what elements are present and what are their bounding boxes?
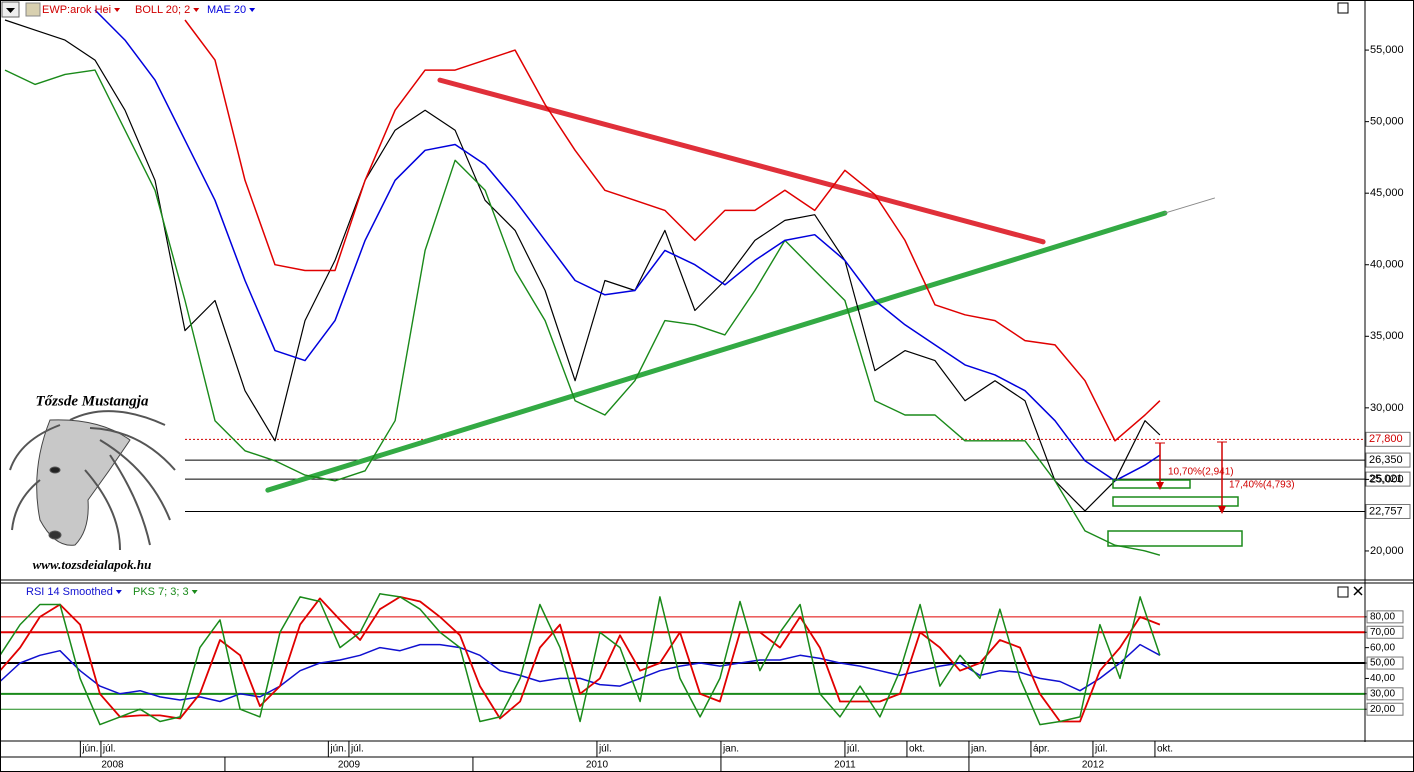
price-line [4,19,1161,512]
maximize-button[interactable] [1337,586,1349,598]
y-tick-label: 80,00 [1370,612,1395,623]
y-tick-box [1366,702,1404,716]
annotation: 10,70%(2,941) [1168,467,1234,478]
year-label: 2009 [338,760,361,771]
level-label: 26,350 [1369,454,1403,466]
legend-entry: RSI 14 Smoothed [26,586,113,598]
horse-image [9,410,176,551]
legend-dropdown [193,8,200,12]
legend-dropdown [191,590,198,594]
y-tick-label: 70,00 [1370,627,1395,638]
lower-band [4,69,1161,556]
y-tick-box [1366,687,1404,701]
series-line [0,643,1161,703]
maximize-button[interactable] [1337,2,1349,14]
year-label: 2010 [586,760,609,771]
year-label: 2011 [834,760,856,771]
y-tick-box [1366,610,1404,624]
series-line [184,19,1161,442]
y-tick-label: 20,00 [1370,704,1395,715]
x-tick-label: jan. [970,744,987,755]
legend-dropdown [115,590,122,594]
y-tick-label: 45,000 [1370,187,1404,199]
y-tick-label: 40,00 [1370,673,1395,684]
legend-entry: PKS 7; 3; 3 [133,586,189,598]
trendline [1164,197,1215,214]
y-tick-label: 55,000 [1370,44,1404,56]
y-tick-label: 30,00 [1370,688,1395,699]
y-tick-label: 20,000 [1370,545,1404,557]
symbol-icon [25,2,41,17]
legend-entry: MAE 20 [207,4,246,16]
annotation: 17,40%(4,793) [1229,480,1295,491]
y-tick-label: 40,000 [1370,259,1404,271]
level-label: 25,021 [1369,473,1403,485]
target-box [1112,479,1191,489]
y-tick-label: 30,000 [1370,402,1404,414]
menu-icon [6,8,15,13]
y-tick-label: 35,000 [1370,330,1404,342]
level-label-box [1365,431,1411,447]
y-tick-label: 60,00 [1370,642,1395,653]
x-tick-label: júl. [846,744,860,755]
y-tick-box [1366,656,1404,670]
y-tick-label: 50,00 [1370,658,1395,669]
x-tick-label: júl. [102,744,116,755]
trendline [437,77,1046,245]
x-tick-label: jún. [329,744,346,755]
x-tick-label: júl. [1094,744,1108,755]
target-box [1107,530,1243,547]
legend-dropdown [114,8,121,12]
arrow-head [1156,482,1164,490]
level-label: 22,757 [1369,505,1403,517]
x-tick-label: júl. [598,744,612,755]
watermark-url: www.tozsdeialapok.hu [33,557,152,572]
y-tick-label: 25,000 [1370,473,1404,485]
oscillator-panel [0,593,1365,726]
year-label: 2008 [101,760,124,771]
price-panel [4,9,1365,556]
y-tick-label: 50,000 [1370,116,1404,128]
legend-entry: BOLL 20; 2 [135,4,190,16]
series-line [0,593,1161,726]
trendline [265,210,1168,493]
x-tick-label: jún. [81,744,98,755]
toolbar [1,1,1363,598]
target-box [1112,496,1239,507]
legend-dropdown [249,8,256,12]
x-tick-label: okt. [1157,744,1173,755]
signal-line [0,596,1161,723]
x-tick-label: ápr. [1033,744,1050,755]
legend-entry: EWP:arok Hei [42,4,111,16]
series-line [94,9,1161,482]
year-label: 2012 [1082,760,1105,771]
y-tick-box [1366,625,1404,639]
x-tick-label: okt. [909,744,925,755]
x-tick-label: jan. [722,744,739,755]
close-button[interactable] [1353,586,1363,596]
watermark: Tőzsde Mustangja www.tozsdeialapok.hu [0,386,184,580]
overlay [1107,441,1243,547]
level-label: 27,800 [1369,433,1403,445]
level-label-box [1365,503,1411,519]
arrow-head [1218,506,1226,514]
level-label-box [1365,452,1411,468]
x-tick-label: júl. [350,744,364,755]
watermark-title: Tőzsde Mustangja [36,393,149,409]
